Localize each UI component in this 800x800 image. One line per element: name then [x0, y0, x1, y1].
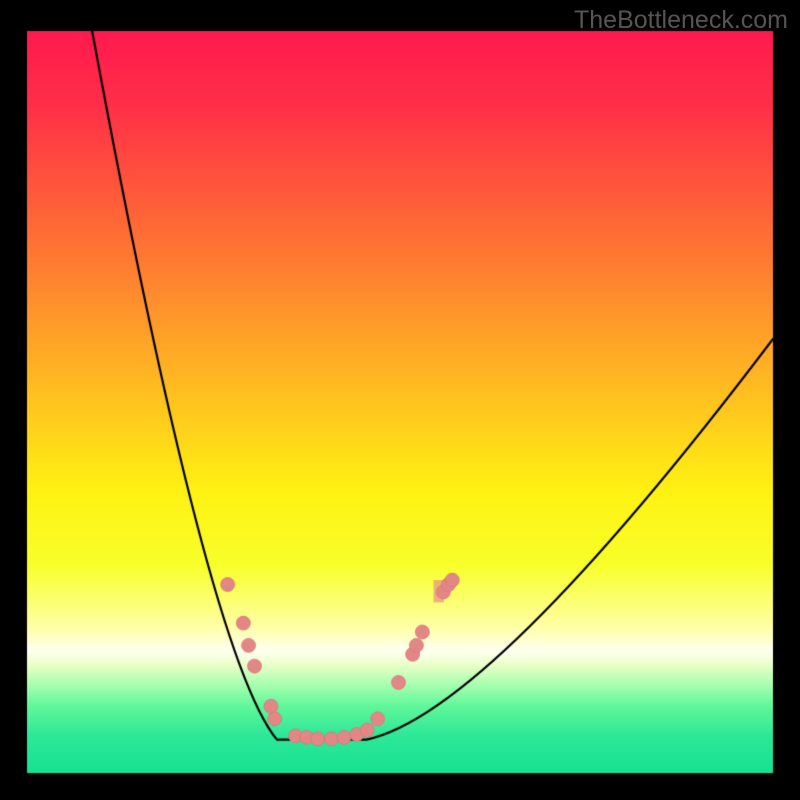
watermark-text: TheBottleneck.com [574, 6, 788, 35]
bottleneck-curve-chart [0, 0, 800, 800]
chart-stage: TheBottleneck.com [0, 0, 800, 800]
